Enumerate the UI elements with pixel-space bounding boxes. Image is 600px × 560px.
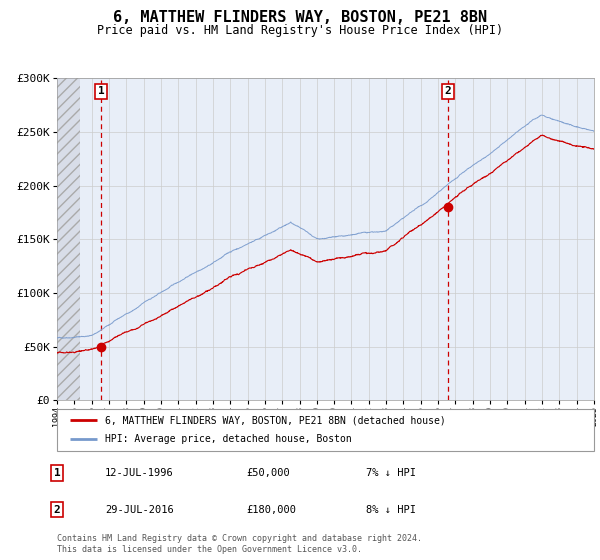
Text: 8% ↓ HPI: 8% ↓ HPI (366, 505, 416, 515)
Text: This data is licensed under the Open Government Licence v3.0.: This data is licensed under the Open Gov… (57, 545, 362, 554)
FancyBboxPatch shape (57, 409, 594, 451)
Bar (57, 78, 80, 400)
Text: 1: 1 (53, 468, 61, 478)
Text: 1: 1 (98, 86, 104, 96)
Text: 6, MATTHEW FLINDERS WAY, BOSTON, PE21 8BN (detached house): 6, MATTHEW FLINDERS WAY, BOSTON, PE21 8B… (106, 415, 446, 425)
Text: 29-JUL-2016: 29-JUL-2016 (105, 505, 174, 515)
Text: 2: 2 (53, 505, 61, 515)
Text: Price paid vs. HM Land Registry's House Price Index (HPI): Price paid vs. HM Land Registry's House … (97, 24, 503, 36)
Text: HPI: Average price, detached house, Boston: HPI: Average price, detached house, Bost… (106, 435, 352, 445)
Text: 2: 2 (445, 86, 451, 96)
Text: 7% ↓ HPI: 7% ↓ HPI (366, 468, 416, 478)
Text: 12-JUL-1996: 12-JUL-1996 (105, 468, 174, 478)
Text: £50,000: £50,000 (246, 468, 290, 478)
Text: 6, MATTHEW FLINDERS WAY, BOSTON, PE21 8BN: 6, MATTHEW FLINDERS WAY, BOSTON, PE21 8B… (113, 10, 487, 25)
Text: £180,000: £180,000 (246, 505, 296, 515)
Text: Contains HM Land Registry data © Crown copyright and database right 2024.: Contains HM Land Registry data © Crown c… (57, 534, 422, 543)
